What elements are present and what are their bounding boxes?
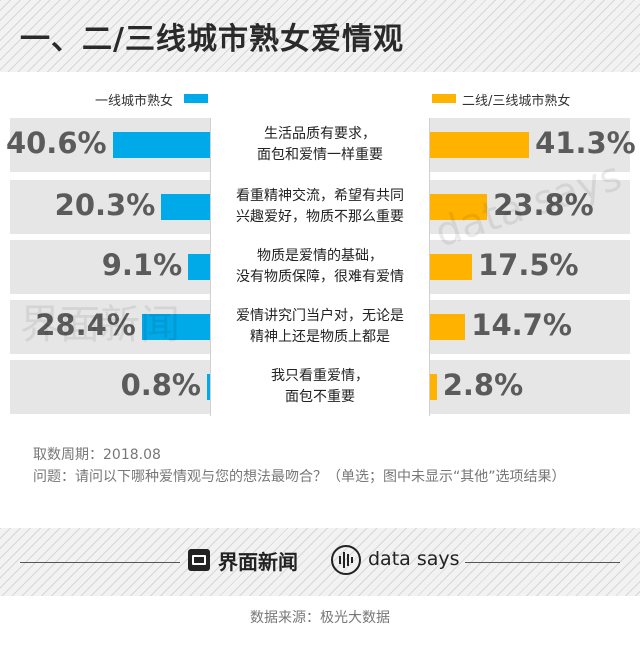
- legend-label-first-tier: 一线城市熟女: [95, 94, 174, 109]
- value-label-first-tier: 0.8%: [120, 368, 201, 402]
- bar-first-tier: [112, 132, 210, 158]
- statement-panel: [210, 118, 430, 416]
- bar-second-third-tier: [430, 314, 466, 340]
- page-title: 一、二/三线城市熟女爱情观: [20, 22, 404, 57]
- value-label-second-third-tier: 17.5%: [478, 248, 579, 282]
- legend-swatch-second-third-tier: [432, 94, 456, 103]
- footer-divider-left: [20, 562, 180, 563]
- bar-first-tier: [141, 314, 210, 340]
- jiemian-logo-icon: [188, 549, 210, 571]
- value-label-second-third-tier: 2.8%: [442, 368, 524, 402]
- bar-second-third-tier: [430, 254, 472, 280]
- value-label-second-third-tier: 41.3%: [535, 126, 636, 160]
- footer-divider-right: [465, 562, 620, 563]
- data-says-logo-icon: [331, 545, 361, 575]
- category-statement: 物质是爱情的基础， 没有物质保障，很难有爱情: [236, 248, 404, 285]
- value-label-first-tier: 40.6%: [5, 126, 107, 160]
- data-source: 数据来源：极光大数据: [250, 610, 390, 626]
- bar-first-tier: [161, 194, 210, 220]
- legend-swatch-first-tier: [184, 94, 208, 103]
- bar-first-tier: [207, 374, 210, 400]
- bar-first-tier: [188, 254, 210, 280]
- category-statement: 生活品质有要求， 面包和爱情一样重要: [257, 126, 383, 163]
- bar-second-third-tier: [430, 132, 530, 158]
- value-label-first-tier: 20.3%: [54, 188, 156, 222]
- value-label-second-third-tier: 14.7%: [471, 308, 572, 342]
- footer-banner: 界面新闻 data says: [0, 528, 640, 596]
- category-statement: 看重精神交流，希望有共同 兴趣爱好，物质不那么重要: [236, 188, 404, 225]
- bar-second-third-tier: [430, 194, 488, 220]
- value-label-second-third-tier: 23.8%: [493, 188, 594, 222]
- question-text: 问题：请问以下哪种爱情观与您的想法最吻合？（单选；图中未显示“其他”选项结果）: [33, 469, 566, 485]
- category-statement: 我只看重爱情， 面包不重要: [271, 368, 369, 405]
- bar-second-third-tier: [430, 374, 437, 400]
- value-label-first-tier: 28.4%: [35, 308, 136, 342]
- header-banner: 一、二/三线城市熟女爱情观: [0, 0, 640, 72]
- category-statement: 爱情讲究门当户对，无论是 精神上还是物质上都是: [236, 308, 404, 345]
- question-note: 问题：请问以下哪种爱情观与您的想法最吻合？（单选；图中未显示“其他”选项结果）: [33, 466, 623, 488]
- legend-label-second-third-tier: 二线/三线城市熟女: [462, 94, 571, 109]
- data-period-note: 取数周期：2018.08: [33, 447, 161, 463]
- brand-data-says: data says: [368, 548, 460, 570]
- value-label-first-tier: 9.1%: [101, 248, 183, 282]
- brand-jiemian: 界面新闻: [218, 550, 298, 574]
